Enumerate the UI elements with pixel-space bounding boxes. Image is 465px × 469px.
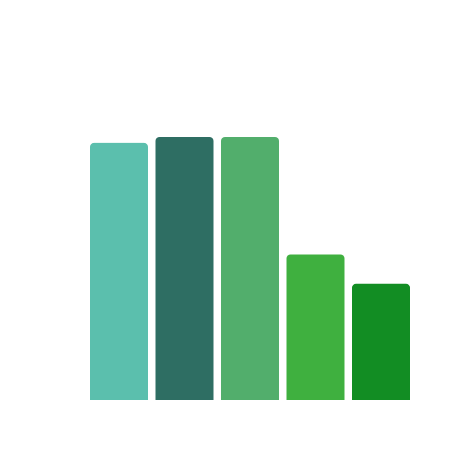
bar-1 — [90, 142, 148, 400]
bar-2 — [155, 137, 214, 400]
bar-5-body — [352, 283, 410, 400]
bar-4-body — [286, 254, 345, 400]
bar-2-body — [155, 137, 214, 400]
bar-5 — [352, 283, 410, 400]
bar-3-base — [221, 392, 279, 400]
bar-4-base — [286, 392, 345, 400]
bars-layer — [90, 137, 410, 400]
bar-3-body — [221, 137, 279, 400]
bar-4 — [286, 254, 345, 400]
bar-2-base — [155, 392, 214, 400]
bar-5-base — [352, 392, 410, 400]
bar-1-base — [90, 392, 148, 400]
bar-3 — [221, 137, 279, 400]
bar-1-body — [90, 142, 148, 400]
